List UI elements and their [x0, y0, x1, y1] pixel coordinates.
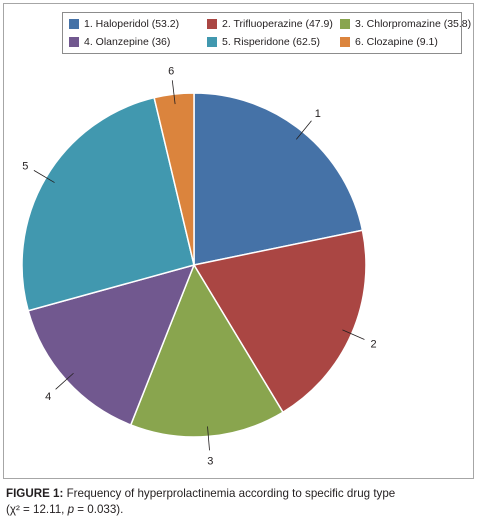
slice-label-6: 6 — [168, 65, 174, 77]
legend-swatch-2 — [207, 19, 217, 29]
caption-stat-post: = 0.033). — [74, 503, 124, 516]
caption-stat-p: p — [67, 503, 75, 516]
leader-line-4 — [55, 372, 74, 390]
leader-line-1 — [296, 120, 312, 140]
legend-item-2: 2. Trifluoperazine (47.9) — [207, 16, 333, 32]
figure-label: FIGURE 1: — [6, 487, 64, 500]
legend-label-2: 2. Trifluoperazine (47.9) — [222, 18, 333, 30]
caption-text: Frequency of hyperprolactinemia accordin… — [66, 487, 396, 500]
leader-line-5 — [33, 170, 55, 183]
legend-label-1: 1. Haloperidol (53.2) — [84, 18, 180, 30]
leader-lines — [33, 80, 365, 451]
leader-line-2 — [342, 329, 365, 340]
legend-label-5: 5. Risperidone (62.5) — [222, 36, 321, 48]
legend-item-3: 3. Chlorpromazine (35.8) — [340, 16, 471, 32]
legend-swatch-3 — [340, 19, 350, 29]
slice-label-5: 5 — [22, 160, 28, 172]
pie-slices — [21, 92, 367, 438]
slice-labels: 1 2 3 4 5 6 — [22, 65, 376, 467]
legend-swatch-4 — [69, 37, 79, 47]
pie-chart: 1 2 3 4 5 6 — [21, 65, 377, 467]
caption-stat-pre: (χ² = 12.11, — [6, 503, 68, 516]
figure-caption: FIGURE 1: Frequency of hyperprolactinemi… — [6, 486, 476, 518]
legend-swatch-5 — [207, 37, 217, 47]
legend-swatch-1 — [69, 19, 79, 29]
legend-swatch-6 — [340, 37, 350, 47]
legend-item-4: 4. Olanzepine (36) — [69, 34, 170, 50]
legend-item-5: 5. Risperidone (62.5) — [207, 34, 320, 50]
leader-line-6 — [171, 80, 176, 105]
legend-item-6: 6. Clozapine (9.1) — [340, 34, 438, 50]
slice-label-2: 2 — [371, 338, 377, 350]
legend-item-1: 1. Haloperidol (53.2) — [69, 16, 179, 32]
slice-label-1: 1 — [315, 108, 321, 120]
slice-label-4: 4 — [45, 391, 51, 403]
legend-label-4: 4. Olanzepine (36) — [84, 36, 171, 48]
slice-label-3: 3 — [207, 455, 213, 467]
legend-label-3: 3. Chlorpromazine (35.8) — [355, 18, 472, 30]
legend-label-6: 6. Clozapine (9.1) — [355, 36, 438, 48]
chart-legend: 1. Haloperidol (53.2) 2. Trifluoperazine… — [62, 12, 471, 54]
leader-line-3 — [207, 426, 210, 451]
